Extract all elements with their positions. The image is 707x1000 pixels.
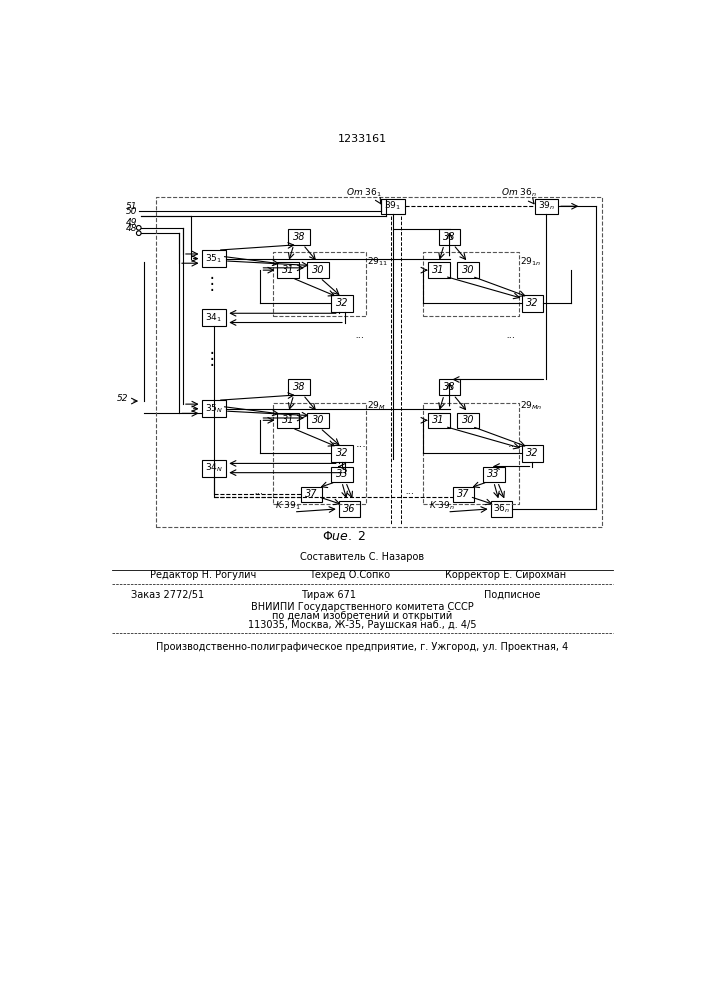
FancyBboxPatch shape <box>428 262 450 278</box>
Text: ⋮: ⋮ <box>204 350 221 368</box>
Text: 36: 36 <box>344 504 356 514</box>
FancyBboxPatch shape <box>381 199 404 214</box>
Text: Подписное: Подписное <box>484 590 540 600</box>
Text: 51: 51 <box>126 202 137 211</box>
FancyBboxPatch shape <box>457 413 479 428</box>
Text: Заказ 2772/51: Заказ 2772/51 <box>131 590 204 600</box>
Text: 32: 32 <box>336 448 348 458</box>
FancyBboxPatch shape <box>331 445 353 462</box>
Text: $Om\ 36_n$: $Om\ 36_n$ <box>501 186 537 199</box>
Text: $29_{Mn}$: $29_{Mn}$ <box>520 400 543 412</box>
Text: 38: 38 <box>443 232 456 242</box>
FancyBboxPatch shape <box>277 413 299 428</box>
Text: 49: 49 <box>126 218 137 227</box>
Text: 50: 50 <box>126 207 137 216</box>
Text: 30: 30 <box>312 265 324 275</box>
FancyBboxPatch shape <box>522 445 543 462</box>
Text: 113035, Москва, Ж-35, Раушская наб., д. 4/5: 113035, Москва, Ж-35, Раушская наб., д. … <box>247 620 477 631</box>
Text: 52: 52 <box>117 394 129 403</box>
Text: ⋮: ⋮ <box>204 275 221 293</box>
FancyBboxPatch shape <box>428 413 450 428</box>
Text: 32: 32 <box>526 298 539 308</box>
Text: по делам изобретений и открытий: по делам изобретений и открытий <box>271 611 452 621</box>
FancyBboxPatch shape <box>201 460 226 477</box>
Text: 30: 30 <box>312 415 324 425</box>
Text: 33: 33 <box>487 469 500 479</box>
FancyBboxPatch shape <box>277 262 299 278</box>
Text: $29_{1n}$: $29_{1n}$ <box>520 256 541 268</box>
FancyBboxPatch shape <box>438 379 460 395</box>
FancyBboxPatch shape <box>288 229 310 245</box>
Text: ...: ... <box>255 486 264 496</box>
FancyBboxPatch shape <box>522 295 543 312</box>
FancyBboxPatch shape <box>491 501 513 517</box>
Text: ...: ... <box>355 330 364 340</box>
Text: $K\ 39_1$: $K\ 39_1$ <box>276 500 301 512</box>
Text: $36_n$: $36_n$ <box>493 503 510 515</box>
FancyBboxPatch shape <box>288 379 310 395</box>
FancyBboxPatch shape <box>457 262 479 278</box>
Text: 31: 31 <box>282 265 295 275</box>
FancyBboxPatch shape <box>307 262 329 278</box>
FancyBboxPatch shape <box>339 501 361 517</box>
Text: 30: 30 <box>462 415 474 425</box>
Text: Тираж 671: Тираж 671 <box>301 590 356 600</box>
Text: 32: 32 <box>336 298 348 308</box>
Text: $35_1$: $35_1$ <box>206 252 223 265</box>
Text: 37: 37 <box>305 489 318 499</box>
Text: 37: 37 <box>457 489 469 499</box>
FancyBboxPatch shape <box>201 309 226 326</box>
Text: $Om\ 36_1$: $Om\ 36_1$ <box>346 186 381 199</box>
FancyBboxPatch shape <box>331 466 353 482</box>
Text: $34_N$: $34_N$ <box>205 462 223 474</box>
Text: Производственно-полиграфическое предприятие, г. Ужгород, ул. Проектная, 4: Производственно-полиграфическое предприя… <box>156 642 568 652</box>
Text: Редактор Н. Рогулич: Редактор Н. Рогулич <box>151 570 257 580</box>
FancyBboxPatch shape <box>534 199 558 214</box>
Text: $K\ 39_n$: $K\ 39_n$ <box>428 500 455 512</box>
Text: 31: 31 <box>282 415 295 425</box>
Text: $39_1$: $39_1$ <box>385 200 402 212</box>
Text: 38: 38 <box>443 382 456 392</box>
Text: 30: 30 <box>462 265 474 275</box>
Text: 31: 31 <box>433 415 445 425</box>
Text: 31: 31 <box>433 265 445 275</box>
FancyBboxPatch shape <box>452 487 474 502</box>
Text: ...: ... <box>508 439 518 449</box>
Text: Корректор Е. Сирохман: Корректор Е. Сирохман <box>445 570 566 580</box>
Text: 38: 38 <box>293 232 305 242</box>
Text: $\Phi ue.\ 2$: $\Phi ue.\ 2$ <box>322 530 366 543</box>
FancyBboxPatch shape <box>300 487 322 502</box>
Text: $34_1$: $34_1$ <box>206 312 223 324</box>
Text: 33: 33 <box>336 469 348 479</box>
Text: $35_N$: $35_N$ <box>205 402 223 415</box>
FancyBboxPatch shape <box>307 413 329 428</box>
FancyBboxPatch shape <box>201 250 226 267</box>
Text: Составитель С. Назаров: Составитель С. Назаров <box>300 552 424 562</box>
FancyBboxPatch shape <box>438 229 460 245</box>
Text: ВНИИПИ Государственного комитета СССР: ВНИИПИ Государственного комитета СССР <box>250 602 473 612</box>
Text: Техред О.Сопко: Техред О.Сопко <box>309 570 390 580</box>
Text: 1233161: 1233161 <box>337 134 387 144</box>
Text: $39_n$: $39_n$ <box>538 200 555 212</box>
Text: $29_M$: $29_M$ <box>368 400 386 412</box>
Text: ...: ... <box>506 330 515 340</box>
FancyBboxPatch shape <box>201 400 226 417</box>
FancyBboxPatch shape <box>483 466 505 482</box>
Text: ...: ... <box>405 486 415 496</box>
Text: ...: ... <box>356 439 367 449</box>
FancyBboxPatch shape <box>331 295 353 312</box>
Text: 38: 38 <box>293 382 305 392</box>
Text: 48: 48 <box>126 224 137 233</box>
Text: $29_{11}$: $29_{11}$ <box>368 256 388 268</box>
Text: 32: 32 <box>526 448 539 458</box>
